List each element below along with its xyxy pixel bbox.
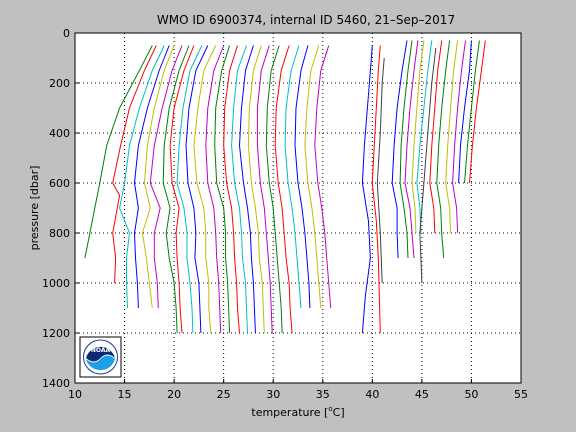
- x-tick-label: 20: [167, 388, 181, 401]
- profile-line-24: [314, 45, 332, 309]
- y-tick-label: 600: [49, 177, 70, 190]
- profile-line-15: [231, 45, 248, 334]
- profile-line-18: [256, 45, 273, 334]
- y-tick-label: 1400: [42, 377, 70, 390]
- profile-line-25: [361, 45, 373, 334]
- x-tick-label: 30: [266, 388, 280, 401]
- profile-line-29: [399, 40, 413, 259]
- profile-line-5: [141, 45, 175, 309]
- profile-line-21: [284, 45, 302, 309]
- profile-line-38: [458, 40, 472, 184]
- profile-line-33: [419, 47, 437, 284]
- profile-line-28: [391, 40, 408, 259]
- plot-frame: [74, 32, 522, 384]
- y-axis-label: pressure [dbar]: [28, 166, 41, 251]
- profile-line-14: [223, 45, 240, 334]
- profile-line-27: [376, 57, 385, 284]
- profile-line-37: [452, 40, 466, 234]
- x-axis-label-degree: o: [328, 405, 332, 413]
- profile-line-8: [169, 45, 195, 334]
- profile-line-10: [185, 45, 209, 334]
- profile-line-16: [238, 45, 256, 334]
- x-tick-label: 15: [118, 388, 132, 401]
- y-tick-label: 1000: [42, 277, 70, 290]
- x-axis-label-prefix: temperature [: [251, 406, 328, 419]
- y-tick-label: 200: [49, 77, 70, 90]
- y-tick-label: 0: [63, 27, 70, 40]
- y-ticks: 0 200 400 600 800 1000 1200 1400: [42, 27, 79, 390]
- x-tick-label: 40: [365, 388, 379, 401]
- profile-line-23: [304, 45, 322, 309]
- profile-line-2: [112, 45, 157, 284]
- profile-line-13: [214, 45, 231, 334]
- chart-title: WMO ID 6900374, internal ID 5460, 21–Sep…: [157, 13, 455, 27]
- profile-line-31: [411, 40, 425, 234]
- profile-line-9: [176, 45, 203, 334]
- profile-line-40: [469, 40, 486, 184]
- profile-line-36: [445, 40, 459, 234]
- profile-lines: [84, 40, 486, 334]
- y-tick-label: 1200: [42, 327, 70, 340]
- profile-line-19: [265, 45, 283, 334]
- profile-line-30: [404, 40, 419, 259]
- profile-line-4: [133, 45, 170, 309]
- y-tick-label: 400: [49, 127, 70, 140]
- profile-line-20: [274, 45, 293, 334]
- x-axis-label-unit: C: [333, 406, 341, 419]
- profile-line-32: [416, 40, 433, 234]
- profile-line-35: [436, 40, 451, 259]
- noaa-logo-text: NOAA: [91, 347, 111, 354]
- x-tick-label: 45: [415, 388, 429, 401]
- x-axis-label: temperature [oC]: [251, 405, 344, 419]
- x-tick-label: 55: [514, 388, 528, 401]
- profile-line-1: [84, 45, 153, 259]
- x-tick-label: 35: [316, 388, 330, 401]
- x-ticks: 10 15 20 25 30 35 40 45 50 55: [68, 379, 528, 401]
- profile-line-34: [429, 40, 443, 234]
- profile-line-12: [205, 45, 225, 334]
- y-tick-label: 800: [49, 227, 70, 240]
- x-tick-label: 50: [464, 388, 478, 401]
- noaa-logo: NOAA: [79, 336, 122, 378]
- profile-line-3: [119, 45, 165, 309]
- x-tick-label: 10: [68, 388, 82, 401]
- x-tick-label: 25: [217, 388, 231, 401]
- x-axis-label-suffix: ]: [340, 406, 344, 419]
- profile-line-11: [193, 45, 217, 334]
- profile-line-22: [294, 45, 311, 309]
- profile-line-7: [162, 45, 190, 334]
- profile-line-17: [247, 45, 265, 334]
- profile-line-39: [464, 40, 480, 184]
- plot-area: [75, 33, 521, 383]
- profile-line-6: [149, 45, 183, 309]
- profile-line-26: [371, 45, 381, 334]
